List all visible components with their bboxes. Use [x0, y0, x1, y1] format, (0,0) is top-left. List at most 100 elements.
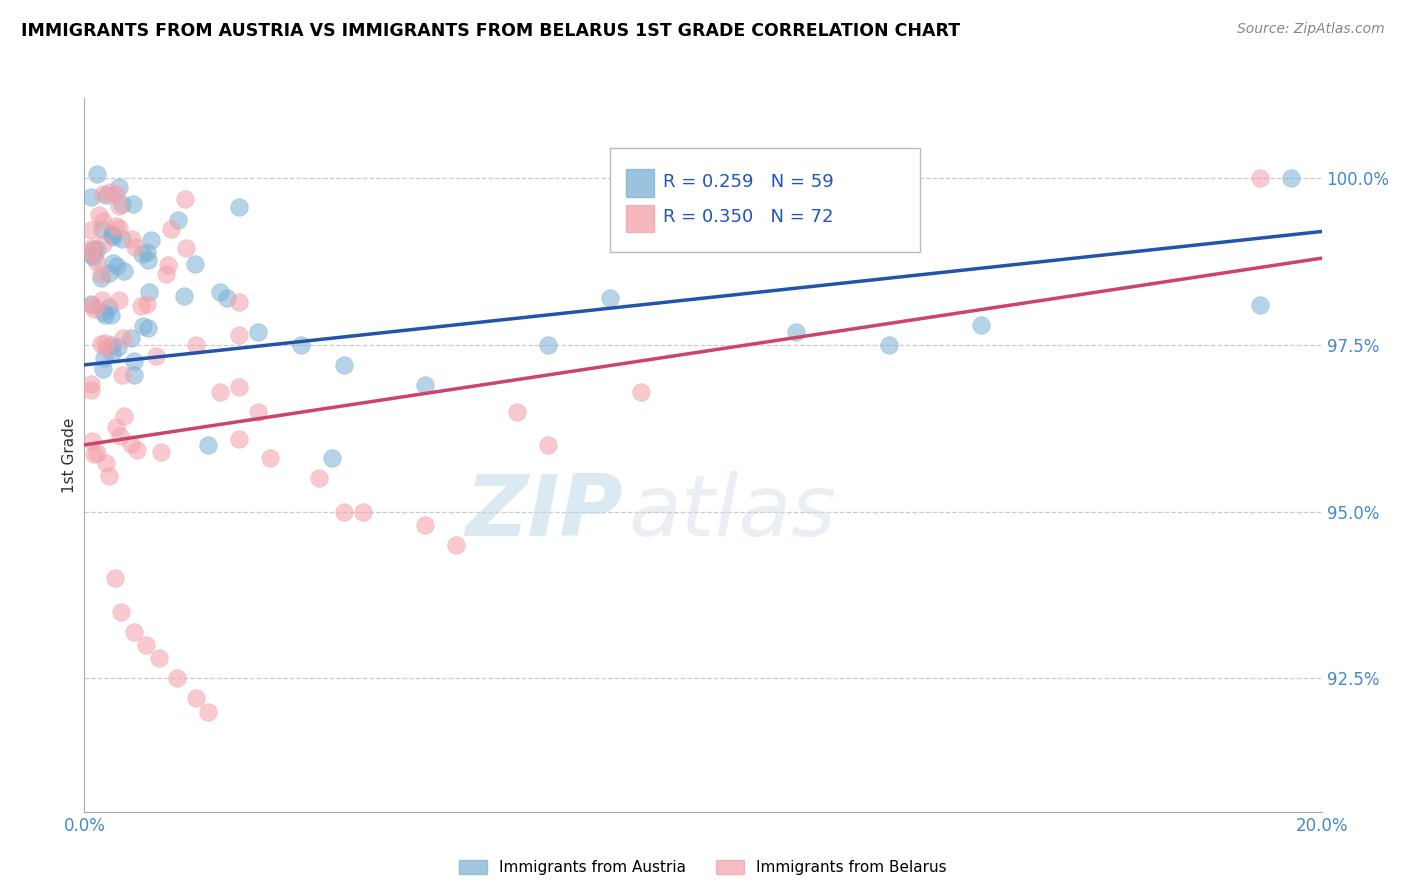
Point: [83, 301, 105, 316]
Point: [136, 252, 159, 267]
Point: [107, 293, 129, 307]
Point: [122, 624, 145, 639]
Point: [98, 301, 121, 315]
Point: [135, 638, 157, 652]
Point: [148, 651, 170, 665]
FancyBboxPatch shape: [610, 148, 920, 252]
Point: [110, 605, 132, 619]
Point: [111, 368, 134, 382]
Point: [333, 505, 356, 519]
Point: [94, 309, 117, 323]
Point: [112, 331, 135, 345]
Point: [86, 168, 108, 182]
Point: [101, 230, 124, 244]
Point: [79, 377, 101, 392]
Point: [91, 362, 114, 376]
Point: [228, 327, 250, 342]
Point: [108, 199, 131, 213]
Point: [79, 241, 101, 255]
Point: [86, 446, 108, 460]
Point: [228, 380, 250, 394]
Point: [308, 471, 330, 485]
Point: [104, 420, 127, 434]
Point: [90, 267, 112, 281]
Point: [101, 256, 124, 270]
FancyBboxPatch shape: [626, 205, 654, 232]
Point: [209, 285, 232, 299]
Point: [91, 293, 114, 307]
Text: ZIP: ZIP: [465, 470, 623, 554]
Point: [209, 384, 232, 399]
Point: [217, 291, 239, 305]
Text: atlas: atlas: [628, 470, 837, 554]
FancyBboxPatch shape: [626, 169, 654, 196]
Point: [599, 291, 621, 305]
Point: [79, 297, 101, 311]
Point: [79, 190, 101, 204]
Point: [246, 404, 269, 418]
Point: [89, 208, 111, 222]
Point: [167, 213, 190, 227]
Point: [98, 186, 121, 200]
Point: [444, 538, 467, 552]
Text: IMMIGRANTS FROM AUSTRIA VS IMMIGRANTS FROM BELARUS 1ST GRADE CORRELATION CHART: IMMIGRANTS FROM AUSTRIA VS IMMIGRANTS FR…: [21, 22, 960, 40]
Point: [108, 180, 131, 194]
Point: [413, 518, 436, 533]
Point: [91, 305, 114, 319]
Point: [321, 451, 343, 466]
Point: [90, 336, 112, 351]
Point: [413, 377, 436, 392]
Point: [246, 325, 269, 339]
Point: [96, 188, 118, 202]
Point: [96, 456, 118, 470]
Point: [228, 432, 250, 446]
Point: [108, 221, 131, 235]
Point: [129, 299, 152, 313]
Point: [139, 233, 162, 247]
Point: [155, 268, 177, 282]
Point: [105, 219, 128, 234]
Point: [1249, 171, 1271, 186]
Point: [111, 197, 134, 211]
Point: [877, 338, 900, 352]
Point: [145, 349, 167, 363]
Point: [184, 691, 207, 706]
Point: [131, 246, 153, 260]
Point: [785, 325, 807, 339]
Point: [136, 321, 159, 335]
Point: [127, 442, 149, 457]
Point: [149, 445, 172, 459]
Point: [82, 298, 104, 312]
Point: [1249, 298, 1271, 312]
Point: [94, 341, 117, 355]
Point: [90, 271, 112, 285]
Point: [107, 340, 129, 354]
Point: [138, 285, 160, 299]
Point: [228, 200, 250, 214]
Point: [290, 338, 312, 352]
Point: [120, 331, 142, 345]
Point: [104, 571, 127, 585]
Point: [105, 259, 128, 273]
Point: [100, 346, 122, 360]
Point: [630, 384, 652, 399]
Point: [160, 222, 183, 236]
Point: [1279, 171, 1302, 186]
Point: [94, 336, 117, 351]
Point: [98, 266, 121, 280]
Point: [84, 253, 107, 268]
Point: [110, 429, 132, 443]
Point: [86, 242, 108, 256]
Point: [197, 438, 219, 452]
Point: [156, 258, 179, 272]
Point: [79, 223, 101, 237]
Point: [80, 244, 103, 258]
Point: [101, 338, 124, 352]
Point: [112, 409, 135, 424]
Point: [100, 308, 122, 322]
Point: [91, 214, 114, 228]
Text: R = 0.350   N = 72: R = 0.350 N = 72: [664, 209, 834, 227]
Point: [124, 240, 146, 254]
Point: [132, 319, 155, 334]
Point: [197, 705, 219, 719]
